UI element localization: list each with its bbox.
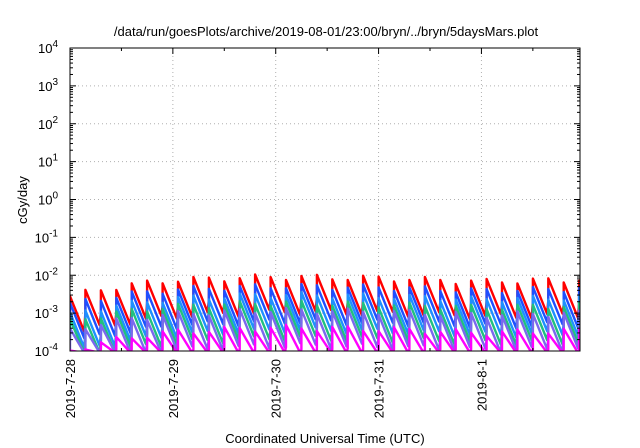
y-tick-label: 100 [38, 191, 58, 208]
x-tick-label: 2019-7-31 [372, 359, 387, 418]
y-axis-label: cGy/day [15, 176, 30, 224]
y-tick-label: 102 [38, 115, 58, 132]
x-tick-label: 2019-7-30 [269, 359, 284, 418]
y-tick-label: 10-4 [35, 342, 59, 359]
y-tick-label: 101 [38, 153, 58, 170]
x-tick-label: 2019-8-1 [474, 359, 489, 411]
y-tick-label: 10-3 [35, 304, 59, 321]
x-tick-label: 2019-7-28 [63, 359, 78, 418]
x-tick-label: 2019-7-29 [166, 359, 181, 418]
y-tick-label: 10-1 [35, 228, 59, 245]
x-axis-label: Coordinated Universal Time (UTC) [225, 431, 424, 446]
y-tick-label: 104 [38, 39, 58, 56]
ticks: 10-4 10-3 10-2 10-1 100 101 102 103 104 2019-7-28… [35, 39, 580, 418]
y-tick-label: 10-2 [35, 266, 59, 283]
series-group [70, 273, 580, 351]
y-tick-label: 103 [38, 77, 58, 94]
chart-title: /data/run/goesPlots/archive/2019-08-01/2… [114, 24, 539, 39]
